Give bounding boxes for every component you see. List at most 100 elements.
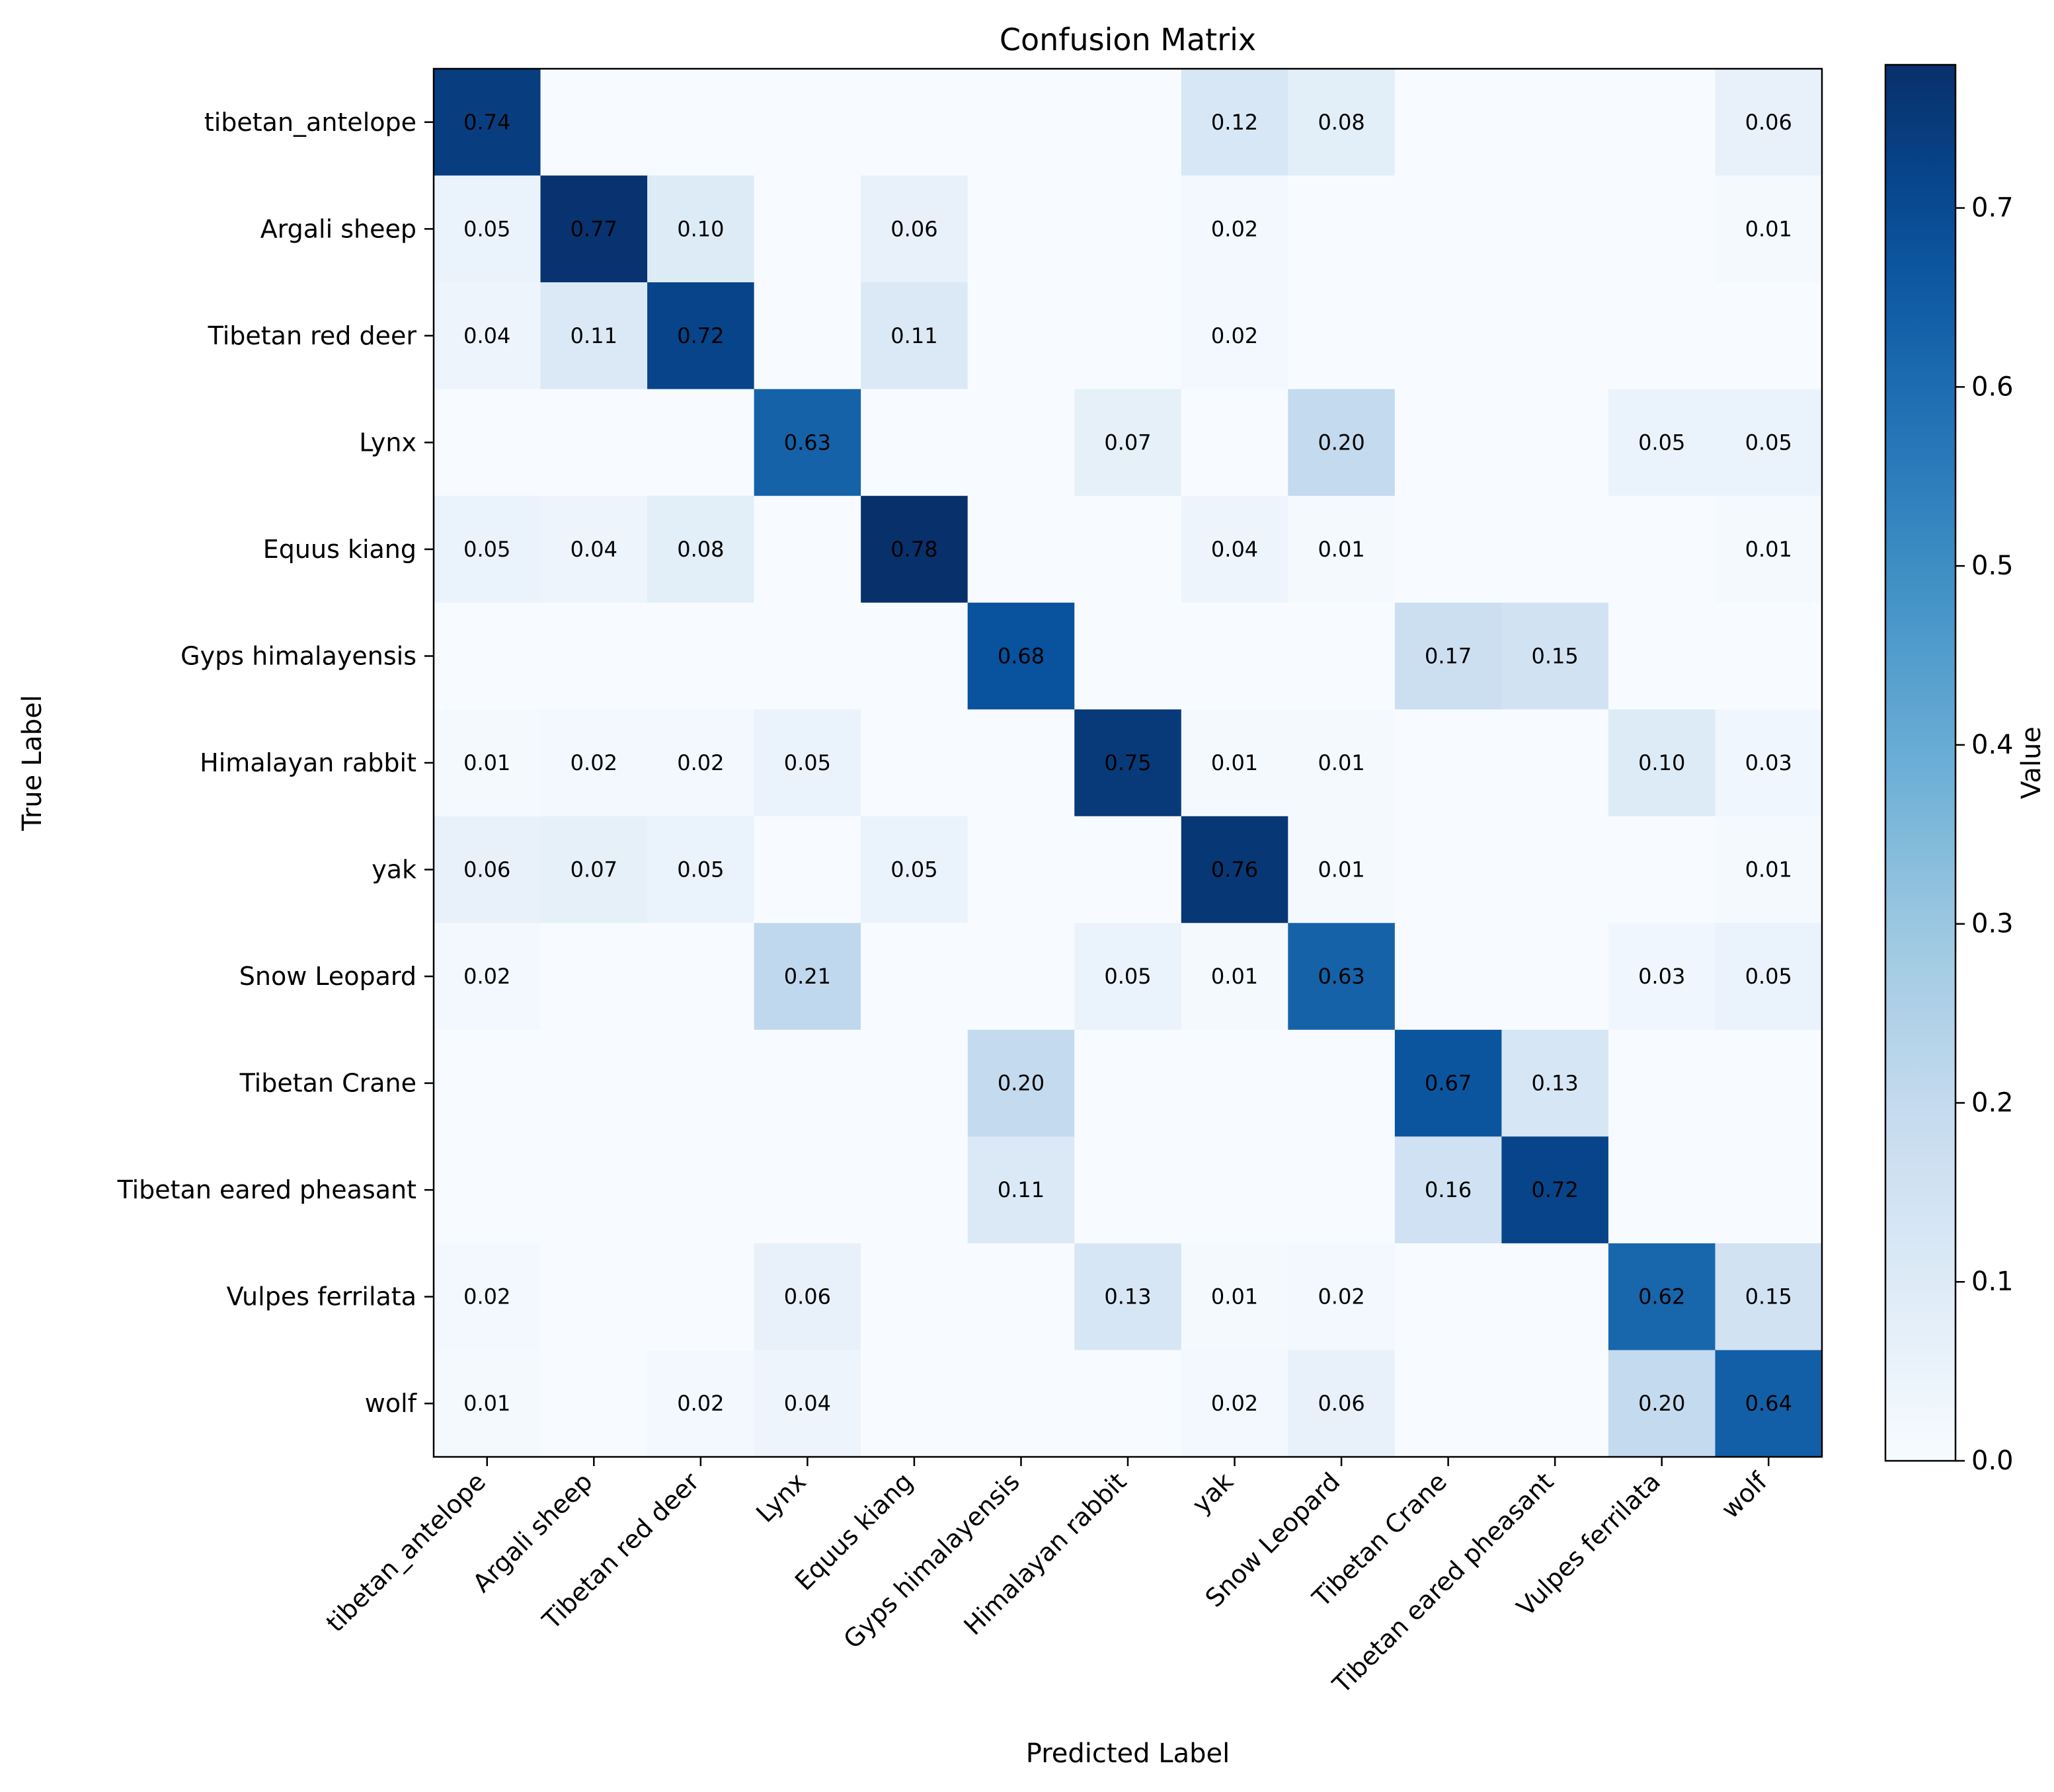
heatmap-cell (1501, 175, 1609, 283)
cell-value-label: 0.06 (890, 216, 937, 241)
heatmap-cell (861, 923, 968, 1031)
heatmap-cell (434, 602, 541, 710)
heatmap-cell (1181, 1136, 1288, 1244)
cell-value-label: 0.06 (1318, 1391, 1364, 1416)
y-tick-label: wolf (365, 1389, 418, 1418)
heatmap-cell (647, 175, 755, 283)
colorbar-label: Value (2016, 726, 2047, 799)
heatmap-cell (1288, 69, 1396, 176)
cell-value-label: 0.07 (1104, 430, 1151, 455)
heatmap-cell (1608, 496, 1716, 604)
cell-value-label: 0.04 (1211, 537, 1258, 562)
heatmap-cell (434, 816, 541, 923)
heatmap-cell (1501, 69, 1609, 176)
heatmap-cell (540, 1350, 648, 1458)
cell-value-label: 0.16 (1425, 1177, 1472, 1202)
heatmap-cell (1394, 1136, 1502, 1244)
cell-value-label: 0.01 (1318, 537, 1364, 562)
heatmap-cell-labels: 0.74 0.12 0.08 0.06 0.05 0.77 0.10 0.06 0.02 0.01… (463, 110, 1792, 1416)
heatmap-cell (1074, 816, 1182, 923)
cell-value-label: 0.20 (1638, 1391, 1685, 1416)
cell-value-label: 0.76 (1211, 857, 1258, 882)
heatmap-cell (1074, 923, 1182, 1031)
heatmap-cell (1394, 923, 1502, 1031)
heatmap-cell (434, 1136, 541, 1244)
heatmap-cell (1181, 816, 1288, 923)
cell-value-label: 0.64 (1745, 1391, 1792, 1416)
cell-value-label: 0.04 (784, 1391, 831, 1416)
heatmap-cells (434, 69, 1823, 1458)
heatmap-cell (434, 389, 541, 496)
cell-value-label: 0.21 (784, 964, 831, 989)
cell-value-label: 0.68 (998, 643, 1045, 668)
heatmap-cell (967, 496, 1075, 604)
colorbar-tick-label: 0.6 (1971, 371, 2014, 402)
cell-value-label: 0.11 (998, 1177, 1045, 1202)
y-tick-label: Argali sheep (260, 214, 416, 243)
y-tick-label: Snow Leopard (239, 962, 416, 991)
cell-value-label: 0.05 (1745, 430, 1792, 455)
cell-value-label: 0.01 (1745, 537, 1792, 562)
heatmap-cell (967, 389, 1075, 496)
heatmap-cell (1181, 709, 1288, 817)
colorbar-tick-label: 0.4 (1971, 730, 2014, 760)
cell-value-label: 0.07 (571, 857, 617, 882)
heatmap-cell (434, 175, 541, 283)
cell-value-label: 0.77 (571, 216, 617, 241)
cell-value-label: 0.04 (463, 323, 510, 348)
x-tick-label: Tibetan eared pheasant (1327, 1467, 1560, 1699)
heatmap-cell (754, 923, 861, 1031)
heatmap-cell (540, 496, 648, 604)
cell-value-label: 0.05 (890, 857, 937, 882)
heatmap-cell (1074, 282, 1182, 390)
y-tick-label: Vulpes ferrilata (227, 1282, 416, 1311)
heatmap-cell (861, 175, 968, 283)
y-tick-label: Himalayan rabbit (200, 748, 416, 777)
heatmap-cell (647, 69, 755, 176)
cell-value-label: 0.20 (998, 1071, 1045, 1096)
heatmap-cell (967, 816, 1075, 923)
heatmap-cell (647, 1243, 755, 1351)
x-tick-label: wolf (1716, 1466, 1774, 1524)
colorbar-ticks: 0.0 0.1 0.2 0.3 0.4 0.5 0.6 0.7 (1955, 193, 2014, 1476)
heatmap-cell (861, 389, 968, 496)
heatmap-cell (754, 602, 861, 710)
heatmap-cell (967, 1350, 1075, 1458)
heatmap-cell (967, 1243, 1075, 1351)
cell-value-label: 0.05 (463, 537, 510, 562)
heatmap-cell (1074, 389, 1182, 496)
heatmap-cell (1394, 175, 1502, 283)
heatmap-cell (1501, 1350, 1609, 1458)
heatmap-cell (861, 602, 968, 710)
heatmap-cell (1288, 389, 1396, 496)
x-tick-label: Lynx (750, 1467, 811, 1528)
cell-value-label: 0.11 (890, 323, 937, 348)
colorbar-tick-label: 0.1 (1971, 1266, 2014, 1297)
heatmap-cell (647, 282, 755, 390)
heatmap-cell (434, 1029, 541, 1137)
heatmap-cell (1394, 602, 1502, 710)
cell-value-label: 0.08 (677, 537, 724, 562)
heatmap-cell (1715, 389, 1823, 496)
heatmap-cell (1715, 602, 1823, 710)
cell-value-label: 0.06 (1745, 110, 1792, 135)
x-axis-label: Predicted Label (1026, 1738, 1230, 1769)
heatmap-cell (861, 1029, 968, 1137)
cell-value-label: 0.72 (1532, 1177, 1579, 1202)
heatmap-cell (1715, 1243, 1823, 1351)
y-tick-label: Tibetan red deer (208, 321, 417, 350)
heatmap-cell (1181, 496, 1288, 604)
heatmap-cell (540, 1029, 648, 1137)
colorbar-tick-label: 0.0 (1971, 1446, 2014, 1476)
heatmap-cell (1181, 175, 1288, 283)
heatmap-cell (1394, 709, 1502, 817)
cell-value-label: 0.01 (1211, 964, 1258, 989)
heatmap-cell (540, 816, 648, 923)
heatmap-cell (967, 1029, 1075, 1137)
heatmap-cell (1394, 496, 1502, 604)
heatmap-cell (754, 175, 861, 283)
heatmap-cell (647, 602, 755, 710)
heatmap-cell (861, 1136, 968, 1244)
heatmap-cell (967, 69, 1075, 176)
cell-value-label: 0.06 (784, 1284, 831, 1309)
